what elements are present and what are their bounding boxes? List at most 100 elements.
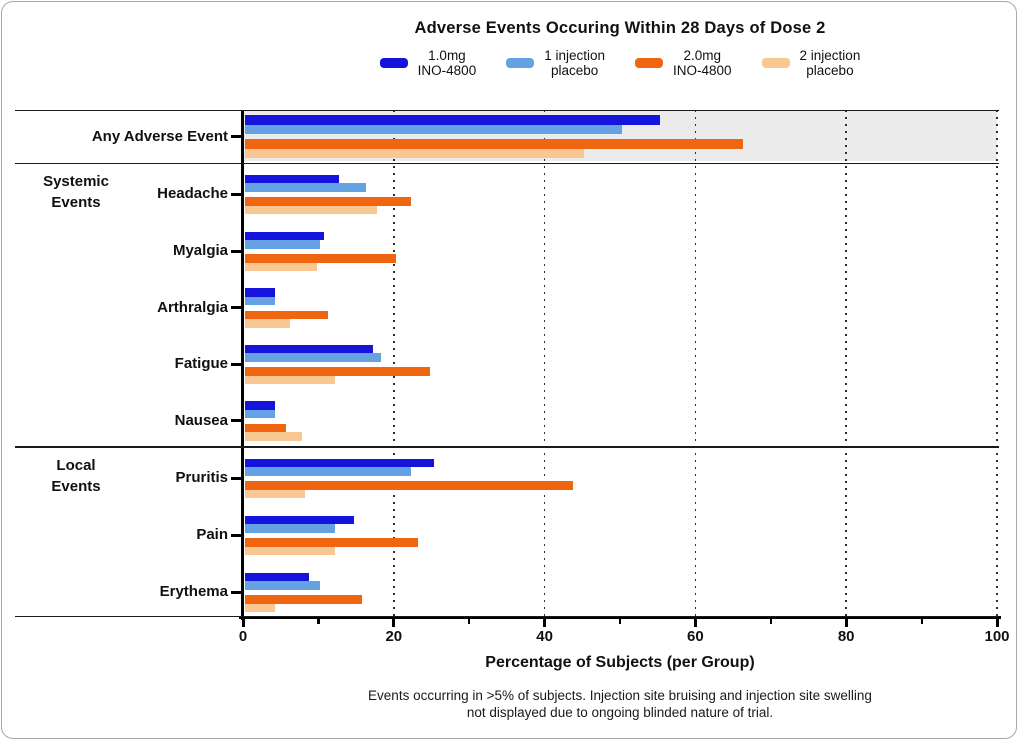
bar-pruritis-s0 [244, 458, 434, 467]
x-minor-tick [468, 619, 471, 624]
grid-line [845, 109, 847, 616]
y-tick [231, 419, 241, 422]
legend-item: 1 injection placebo [506, 48, 605, 78]
y-tick [231, 249, 241, 253]
x-axis-title: Percentage of Subjects (per Group) [485, 654, 755, 671]
legend-item: 2 injection placebo [761, 48, 861, 78]
separator-line [15, 162, 999, 165]
category-label: Myalgia [172, 242, 228, 259]
chart-title: Adverse Events Occuring Within 28 Days o… [414, 19, 826, 37]
bar-fatigue-s1 [244, 353, 381, 362]
grid-line [393, 109, 395, 616]
bar-any-adverse-event-s1 [244, 124, 622, 134]
bar-arthralgia-s3 [244, 319, 290, 328]
footnote-line: Events occurring in >5% of subjects. Inj… [368, 688, 872, 703]
bar-headache-s1 [244, 183, 366, 192]
x-tick [241, 619, 245, 627]
x-tick-label: 100 [984, 628, 1010, 645]
bar-any-adverse-event-s0 [244, 115, 660, 125]
x-tick [995, 619, 999, 627]
category-label: Fatigue [174, 355, 228, 372]
x-tick-label: 60 [687, 628, 704, 645]
x-minor-tick [317, 619, 320, 624]
bar-pruritis-s2 [244, 481, 573, 490]
legend-item: 1.0mg INO-4800 [379, 48, 477, 78]
section-label: Systemic Events [43, 173, 109, 211]
legend-swatch-icon [635, 58, 663, 68]
bar-pruritis-s3 [244, 489, 305, 498]
y-axis [241, 109, 244, 620]
y-tick [231, 590, 241, 594]
legend-swatch-icon [379, 58, 408, 68]
legend-swatch-icon [506, 58, 535, 68]
category-label: Pruritis [175, 469, 228, 486]
category-label: Pain [196, 526, 228, 543]
legend: 1.0mg INO-4800 1 injection placebo 2.0mg I… [243, 48, 997, 78]
bar-any-adverse-event-s3 [244, 148, 584, 158]
y-tick [231, 306, 241, 309]
grid-line [996, 109, 998, 616]
bar-myalgia-s3 [244, 262, 317, 271]
bar-nausea-s2 [244, 423, 286, 432]
bar-arthralgia-s1 [244, 296, 275, 305]
legend-label: 2.0mg INO-4800 [673, 48, 732, 78]
x-tick-label: 20 [385, 628, 403, 645]
bar-nausea-s3 [244, 432, 302, 441]
bar-erythema-s3 [244, 603, 275, 612]
bar-pain-s3 [244, 546, 335, 555]
x-minor-tick [769, 619, 772, 624]
bar-headache-s2 [244, 197, 411, 206]
legend-label: 1 injection placebo [544, 48, 605, 78]
x-tick [392, 619, 396, 627]
bar-erythema-s0 [244, 572, 309, 581]
bar-pruritis-s1 [244, 467, 411, 476]
bar-myalgia-s1 [244, 240, 320, 249]
x-tick-label: 0 [238, 628, 248, 645]
legend-swatch-icon [761, 58, 790, 68]
category-label: Arthralgia [157, 298, 228, 316]
x-minor-tick [619, 619, 622, 624]
grid-line [543, 109, 546, 616]
separator-line [15, 109, 999, 112]
bar-fatigue-s0 [244, 344, 373, 353]
category-label: Any Adverse Event [91, 127, 228, 145]
category-label: Erythema [159, 583, 228, 600]
bar-myalgia-s2 [244, 254, 396, 263]
x-tick [693, 619, 697, 627]
y-tick [231, 362, 241, 366]
category-label: Headache [157, 185, 228, 202]
y-tick [231, 476, 241, 480]
x-tick-label: 40 [536, 628, 553, 645]
bar-pain-s2 [244, 538, 418, 547]
legend-label: 1.0mg INO-4800 [417, 48, 477, 78]
bar-headache-s3 [244, 205, 377, 214]
x-tick [844, 619, 848, 627]
category-label: Nausea [174, 411, 228, 429]
separator-line [15, 615, 999, 618]
bar-arthralgia-s2 [244, 310, 328, 319]
footnote-line: not displayed due to ongoing blinded nat… [466, 705, 774, 720]
x-tick [543, 619, 547, 627]
bar-erythema-s2 [244, 595, 362, 604]
bar-pain-s1 [244, 524, 335, 533]
legend-item: 2.0mg INO-4800 [635, 48, 732, 78]
y-tick [231, 135, 241, 138]
bar-nausea-s0 [244, 401, 275, 410]
x-minor-tick [920, 619, 923, 624]
bar-fatigue-s2 [244, 367, 430, 376]
bar-nausea-s1 [244, 409, 275, 418]
legend-label: 2 injection placebo [799, 48, 861, 78]
bar-erythema-s1 [244, 581, 320, 590]
bar-arthralgia-s0 [244, 288, 275, 297]
bar-myalgia-s0 [244, 231, 324, 240]
grid-line [694, 109, 697, 616]
bar-headache-s0 [244, 174, 339, 183]
bar-fatigue-s3 [244, 375, 335, 384]
bar-any-adverse-event-s2 [244, 139, 743, 149]
section-label: Local Events [51, 457, 101, 495]
y-tick [231, 192, 241, 196]
separator-line [15, 446, 999, 448]
y-tick [231, 533, 241, 537]
